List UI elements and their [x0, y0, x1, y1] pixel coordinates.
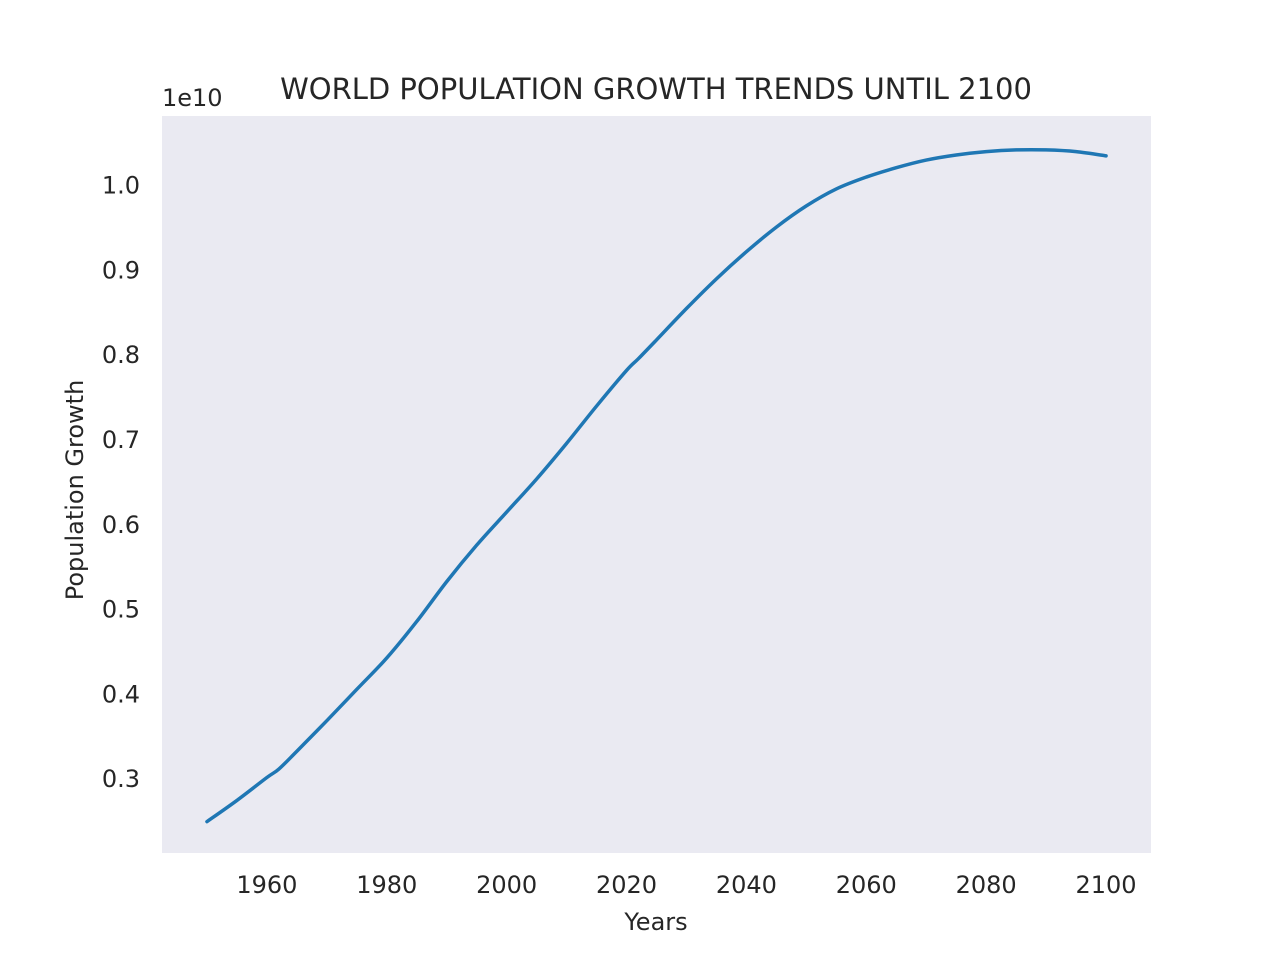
y-axis-label: Population Growth — [61, 380, 89, 601]
y-tick-label: 0.8 — [102, 341, 140, 369]
x-tick-label: 1960 — [236, 871, 297, 899]
x-tick-label: 2040 — [716, 871, 777, 899]
x-tick-label: 2060 — [836, 871, 897, 899]
y-tick-label: 1.0 — [102, 172, 140, 200]
x-tick-label: 2080 — [956, 871, 1017, 899]
y-tick-label: 0.9 — [102, 256, 140, 284]
y-tick-label: 0.6 — [102, 511, 140, 539]
x-axis-label: Years — [623, 908, 687, 936]
x-tick-label: 1980 — [356, 871, 417, 899]
y-offset-label: 1e10 — [162, 84, 223, 112]
chart-title: WORLD POPULATION GROWTH TRENDS UNTIL 210… — [280, 72, 1032, 106]
x-tick-label: 2000 — [476, 871, 537, 899]
y-tick-label: 0.3 — [102, 765, 140, 793]
y-tick-label: 0.7 — [102, 426, 140, 454]
population-series-line — [205, 147, 1108, 824]
x-axis-ticks: 1960 1980 2000 2020 2040 2060 2080 2100 — [236, 871, 1136, 899]
y-tick-label: 0.5 — [102, 596, 140, 624]
y-tick-label: 0.4 — [102, 680, 140, 708]
x-tick-label: 2100 — [1076, 871, 1137, 899]
x-tick-label: 2020 — [596, 871, 657, 899]
plot-area — [162, 116, 1151, 853]
y-axis-ticks: 0.3 0.4 0.5 0.6 0.7 0.8 0.9 1.0 — [102, 172, 140, 794]
